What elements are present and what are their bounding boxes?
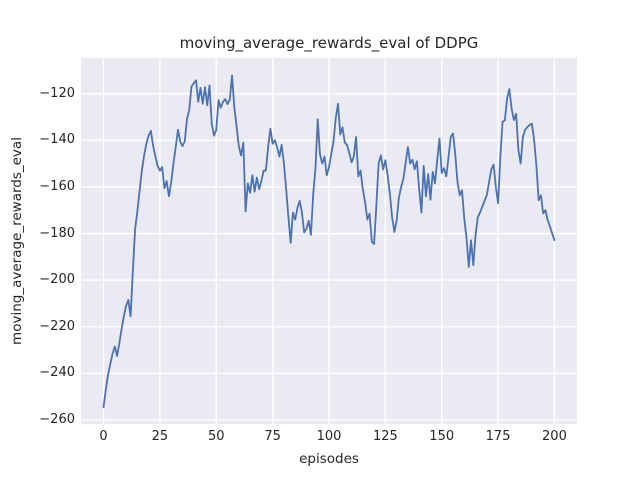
y-axis-label: moving_average_rewards_eval — [9, 137, 25, 345]
x-tick-label: 75 — [264, 429, 281, 444]
x-axis-label: episodes — [299, 451, 359, 467]
x-tick-label: 150 — [429, 429, 455, 444]
y-tick-label: −220 — [39, 318, 75, 334]
y-tick-label: −160 — [39, 178, 75, 194]
chart-canvas — [81, 58, 577, 424]
x-tick-label: 100 — [316, 429, 342, 444]
x-tick-label: 125 — [372, 429, 398, 444]
y-tick-label: −120 — [39, 85, 75, 101]
plot-area — [81, 58, 577, 424]
chart-title: moving_average_rewards_eval of DDPG — [179, 34, 479, 52]
x-tick-label: 200 — [542, 429, 567, 444]
x-tick-label: 0 — [99, 429, 108, 444]
y-tick-label: −260 — [39, 412, 75, 428]
y-tick-label: −180 — [39, 225, 75, 241]
y-tick-label: −200 — [39, 272, 75, 288]
x-tick-label: 25 — [151, 429, 169, 444]
y-tick-label: −140 — [39, 132, 75, 148]
grid-lines — [81, 58, 577, 424]
y-tick-label: −240 — [39, 365, 75, 381]
data-line — [102, 74, 556, 409]
x-tick-label: 50 — [207, 429, 225, 444]
x-tick-label: 175 — [485, 429, 511, 444]
